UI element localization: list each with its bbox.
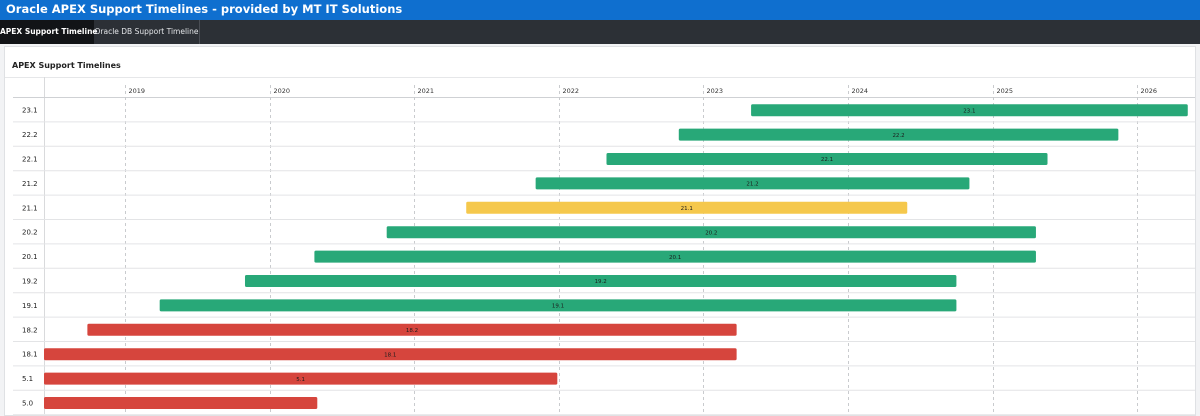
bar-label-22-1: 22.1 — [821, 157, 833, 163]
bar-label-19-1: 19.1 — [552, 304, 564, 310]
tab-oracle-db-support-timeline[interactable]: Oracle DB Support Timeline — [94, 20, 200, 44]
row-label-22-1: 22.1 — [22, 156, 38, 164]
tick-label-2024: 2024 — [852, 87, 869, 95]
tick-label-2022: 2022 — [563, 87, 580, 95]
bar-22-2 — [678, 128, 1119, 141]
tab-bar: APEX Support Timeline Oracle DB Support … — [0, 20, 1200, 44]
row-label-20-2: 20.2 — [22, 229, 38, 237]
bar-label-20-2: 20.2 — [705, 230, 717, 236]
card-divider — [5, 77, 1195, 78]
row-label-19-1: 19.1 — [22, 302, 38, 310]
bar-label-18-1: 18.1 — [384, 352, 396, 358]
app-header: Oracle APEX Support Timelines - provided… — [0, 0, 1200, 20]
bar-23-1 — [751, 104, 1188, 117]
card-title: APEX Support Timelines — [12, 61, 121, 70]
bar-label-19-2: 19.2 — [595, 279, 607, 285]
bar-20-1 — [314, 250, 1036, 263]
row-label-21-2: 21.2 — [22, 180, 38, 188]
bar-label-18-2: 18.2 — [406, 328, 418, 334]
bar-label-20-1: 20.1 — [669, 255, 681, 261]
bar-label-21-1: 21.1 — [681, 206, 693, 212]
row-label-5-1: 5.1 — [22, 375, 33, 383]
bar-19-1 — [159, 299, 957, 312]
tick-label-2021: 2021 — [418, 87, 435, 95]
row-label-18-1: 18.1 — [22, 351, 38, 359]
bar-21-2 — [535, 177, 970, 190]
row-label-23-1: 23.1 — [22, 107, 38, 115]
row-label-22-2: 22.2 — [22, 131, 38, 139]
bar-18-1 — [44, 348, 737, 361]
tick-label-2020: 2020 — [274, 87, 291, 95]
bar-18-2 — [87, 323, 737, 336]
bar-label-5-1: 5.1 — [296, 377, 305, 383]
bar-label-23-1: 23.1 — [963, 108, 975, 114]
tick-label-2026: 2026 — [1141, 87, 1158, 95]
bar-21-1 — [466, 201, 908, 214]
bar-20-2 — [386, 226, 1036, 239]
bar-label-21-2: 21.2 — [746, 182, 758, 188]
tick-label-2023: 2023 — [707, 87, 724, 95]
tab-apex-support-timeline[interactable]: APEX Support Timeline — [0, 20, 98, 44]
row-label-5-0: 5.0 — [22, 400, 33, 408]
tick-label-2019: 2019 — [129, 87, 146, 95]
tick-label-2025: 2025 — [997, 87, 1014, 95]
bar-5-0 — [44, 397, 318, 409]
bar-19-2 — [244, 275, 957, 287]
row-label-20-1: 20.1 — [22, 253, 38, 261]
bar-label-22-2: 22.2 — [892, 133, 904, 139]
bar-22-1 — [606, 153, 1048, 165]
row-label-21-1: 21.1 — [22, 204, 38, 212]
bar-5-1 — [44, 372, 558, 385]
row-label-18-2: 18.2 — [22, 326, 38, 334]
row-label-19-2: 19.2 — [22, 278, 38, 286]
app-title: Oracle APEX Support Timelines - provided… — [6, 2, 403, 16]
